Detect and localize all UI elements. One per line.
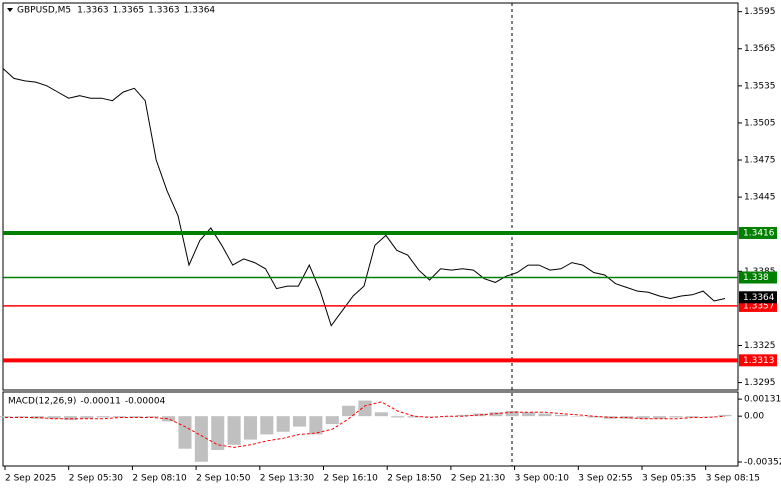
readout-value: -0.00011: [80, 397, 120, 407]
macd-bar: [162, 416, 176, 422]
y-tick-label: 0.00131: [744, 395, 781, 405]
level-label-box: [739, 271, 777, 284]
macd-bar: [554, 414, 568, 417]
level-label: 1.3313: [743, 356, 775, 366]
readout-value: 1.3363: [148, 6, 180, 16]
main-frame: [2, 2, 739, 391]
macd-bar: [178, 416, 192, 449]
symbol-arrow: [7, 8, 13, 12]
x-tick-label: 3 Sep 02:55: [578, 474, 632, 484]
x-tick-label: 2 Sep 05:30: [69, 474, 124, 484]
macd-bar: [0, 416, 12, 418]
macd-bar: [456, 414, 470, 417]
y-tick-label: 1.3535: [744, 81, 776, 91]
macd-bar: [47, 416, 61, 419]
macd-bar: [538, 413, 552, 417]
x-tick-label: 2 Sep 08:10: [132, 474, 187, 484]
macd-bar: [129, 416, 143, 418]
level-label-box: [739, 226, 777, 239]
y-tick-label: 1.3475: [744, 156, 776, 166]
macd-bar: [587, 416, 601, 418]
macd-bar: [702, 416, 716, 417]
x-tick-label: 3 Sep 00:10: [515, 474, 570, 484]
level-label: 1.3357: [743, 301, 775, 311]
macd-bar: [571, 416, 585, 417]
x-tick-label: 2 Sep 21:30: [451, 474, 506, 484]
y-tick-label: 1.3295: [744, 378, 776, 388]
last-price-label: 1.3364: [743, 293, 775, 303]
macd-bar: [423, 416, 437, 417]
macd-frame: [2, 391, 739, 467]
x-tick-label: 2 Sep 10:50: [196, 474, 251, 484]
macd-bar: [489, 412, 503, 417]
macd-bar: [14, 416, 28, 418]
macd-bar: [391, 416, 405, 418]
price-line: [2, 68, 726, 327]
macd-bar: [636, 416, 650, 419]
macd-bar: [243, 416, 257, 440]
macd-bar: [96, 416, 110, 418]
level-label-box: [739, 354, 777, 367]
level-label: 1.338: [743, 273, 769, 283]
macd-bar: [293, 416, 307, 427]
macd-bar: [276, 416, 290, 432]
macd-bar: [145, 416, 159, 418]
macd-bar: [80, 416, 94, 419]
macd-bar: [374, 412, 388, 417]
y-tick-label: -0.00352: [744, 458, 781, 468]
y-tick-label: 1.3325: [744, 341, 776, 351]
readout-value: 1.3364: [184, 6, 216, 16]
readout-value: -0.00004: [125, 397, 166, 407]
macd-bar: [309, 416, 323, 435]
macd-bar: [685, 416, 699, 418]
macd-bar: [211, 416, 225, 451]
macd-title: MACD(12,26,9): [8, 397, 76, 407]
x-tick-label: 3 Sep 05:35: [642, 474, 696, 484]
macd-bar: [194, 416, 208, 462]
macd-bar: [342, 405, 356, 417]
level-label: 1.3416: [743, 228, 775, 238]
macd-bar: [653, 416, 667, 419]
macd-bar: [325, 416, 339, 424]
y-tick-label: 0.00: [744, 412, 764, 422]
y-tick-label: 1.3595: [744, 7, 776, 17]
macd-bar: [260, 416, 274, 435]
last-price-box: [739, 291, 777, 304]
y-tick-label: 1.3445: [744, 193, 776, 203]
y-tick-label: 1.3565: [744, 44, 776, 54]
chart-title: GBPUSD,M5: [17, 6, 71, 16]
x-tick-label: 2 Sep 18:50: [387, 474, 442, 484]
macd-bar: [473, 413, 487, 417]
macd-bar: [113, 416, 127, 418]
macd-bar: [227, 416, 241, 445]
macd-bar: [522, 412, 536, 417]
x-tick-label: 3 Sep 08:15: [706, 474, 760, 484]
macd-bar: [669, 416, 683, 418]
x-tick-label: 2 Sep 2025: [5, 474, 56, 484]
macd-bar: [63, 416, 77, 421]
x-tick-label: 2 Sep 16:10: [324, 474, 379, 484]
signal-line: [5, 401, 726, 448]
x-tick-label: 2 Sep 13:30: [260, 474, 315, 484]
readout-value: 1.3365: [113, 6, 145, 16]
macd-bar: [718, 414, 732, 417]
y-tick-label: 1.3505: [744, 118, 776, 128]
macd-bar: [407, 416, 421, 418]
macd-bar: [505, 410, 519, 417]
readout-value: 1.3363: [77, 6, 109, 16]
macd-bar: [358, 400, 372, 417]
